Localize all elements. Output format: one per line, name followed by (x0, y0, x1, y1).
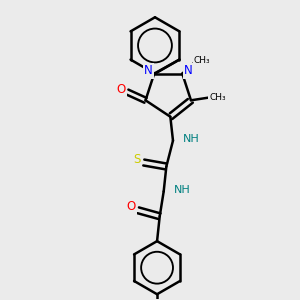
Text: N: N (144, 64, 153, 77)
Text: S: S (133, 153, 140, 167)
Text: N: N (184, 64, 193, 77)
Text: NH: NH (174, 185, 190, 195)
Text: O: O (117, 83, 126, 96)
Text: NH: NH (183, 134, 200, 144)
Text: O: O (126, 200, 136, 214)
Text: CH₃: CH₃ (209, 93, 226, 102)
Text: CH₃: CH₃ (194, 56, 211, 65)
